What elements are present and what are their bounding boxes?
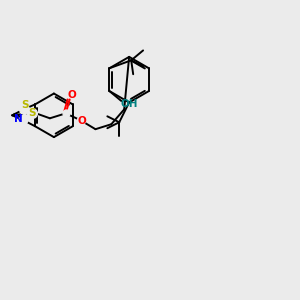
Text: S: S [28,108,36,118]
Text: N: N [14,114,23,124]
Text: O: O [77,116,86,126]
Text: S: S [22,100,29,110]
Text: OH: OH [121,99,138,109]
Text: O: O [67,89,76,100]
